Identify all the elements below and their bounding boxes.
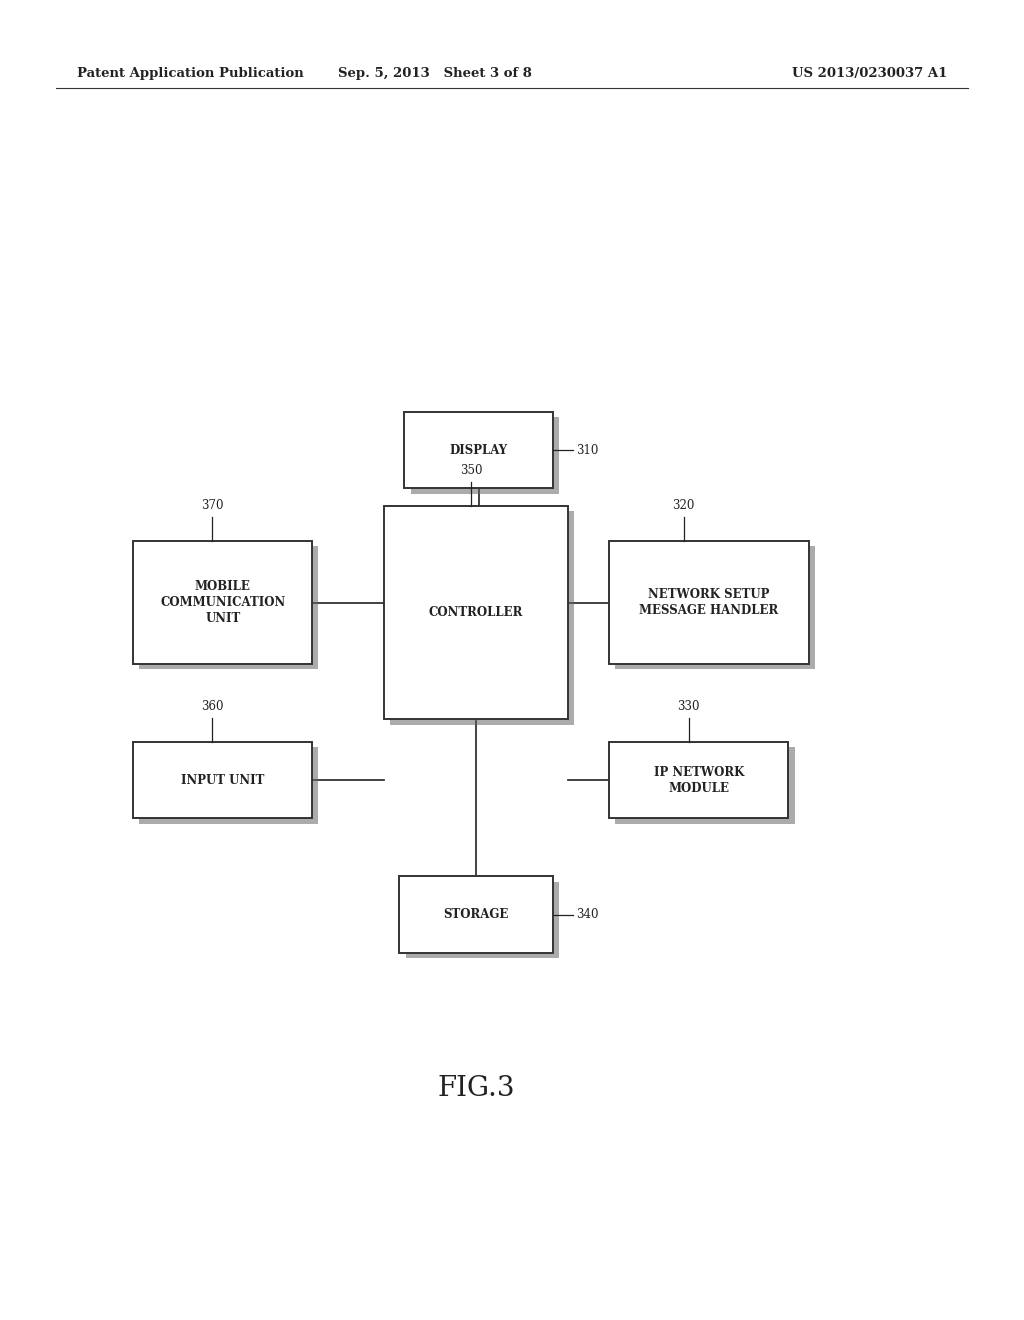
Text: FIG.3: FIG.3 (437, 1076, 515, 1102)
Text: IP NETWORK
MODULE: IP NETWORK MODULE (653, 766, 744, 795)
Text: Sep. 5, 2013   Sheet 3 of 8: Sep. 5, 2013 Sheet 3 of 8 (338, 67, 532, 81)
Bar (139, 747, 318, 824)
Bar (615, 747, 795, 824)
Bar (139, 546, 318, 669)
Text: 310: 310 (577, 444, 599, 457)
Text: INPUT UNIT: INPUT UNIT (181, 774, 264, 787)
Text: 370: 370 (202, 499, 223, 512)
Bar (390, 511, 574, 725)
Bar (384, 506, 568, 719)
Text: 330: 330 (678, 700, 699, 713)
Text: CONTROLLER: CONTROLLER (429, 606, 523, 619)
Text: NETWORK SETUP
MESSAGE HANDLER: NETWORK SETUP MESSAGE HANDLER (640, 589, 778, 616)
Text: 320: 320 (673, 499, 694, 512)
Text: MOBILE
COMMUNICATION
UNIT: MOBILE COMMUNICATION UNIT (160, 579, 286, 626)
Text: 340: 340 (577, 908, 599, 921)
Bar (399, 876, 553, 953)
Bar (133, 742, 312, 818)
Text: 360: 360 (202, 700, 223, 713)
Bar (133, 541, 312, 664)
Bar (406, 882, 559, 958)
Bar (411, 417, 559, 494)
Text: US 2013/0230037 A1: US 2013/0230037 A1 (792, 67, 947, 81)
Text: DISPLAY: DISPLAY (450, 444, 508, 457)
Text: 350: 350 (460, 463, 482, 477)
Bar (404, 412, 553, 488)
Bar (609, 742, 788, 818)
Bar (615, 546, 815, 669)
Text: STORAGE: STORAGE (443, 908, 509, 921)
Text: Patent Application Publication: Patent Application Publication (77, 67, 303, 81)
Bar (609, 541, 809, 664)
